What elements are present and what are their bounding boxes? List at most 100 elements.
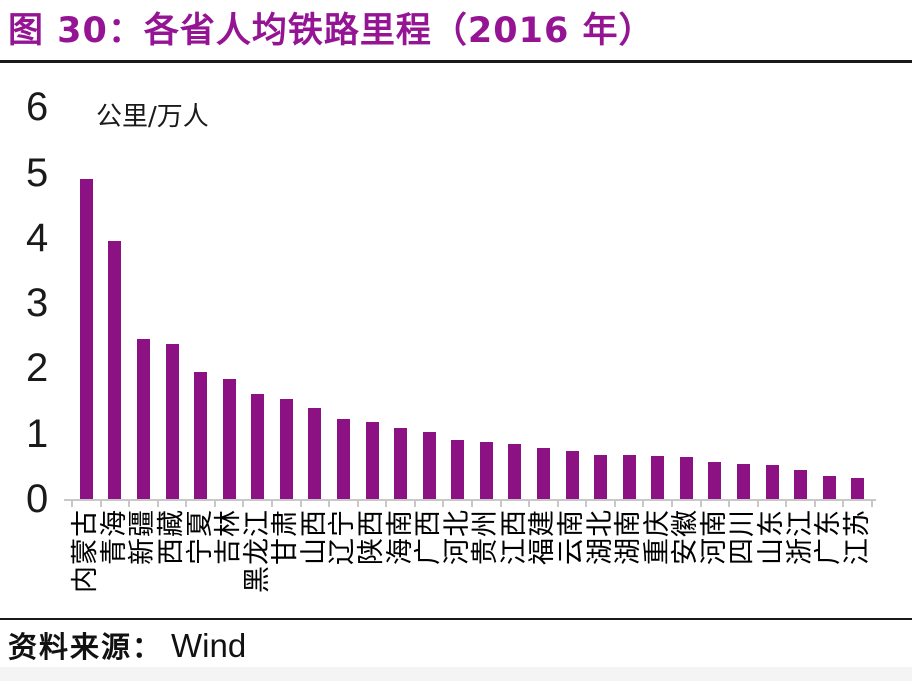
x-axis-label: 广东	[813, 509, 845, 565]
x-axis-label: 江苏	[841, 509, 873, 565]
bar	[251, 393, 265, 499]
x-axis-tick	[785, 501, 788, 507]
x-axis-tick	[156, 501, 159, 507]
x-axis-tick	[271, 501, 273, 507]
source-note: 资料来源： Wind	[8, 624, 246, 666]
x-axis-tick	[556, 501, 559, 507]
x-axis-label: 河南	[698, 509, 730, 565]
x-axis-tick	[813, 501, 816, 507]
bar	[536, 448, 550, 499]
bar	[222, 378, 236, 499]
x-axis-tick	[871, 501, 873, 507]
x-axis-tick	[413, 501, 416, 507]
bar	[708, 461, 722, 499]
x-axis-tick	[528, 501, 531, 507]
x-axis-label: 辽宁	[327, 509, 359, 565]
bar	[794, 470, 808, 499]
y-axis-tick-label: 4	[26, 215, 49, 260]
source-label: 资料来源：	[8, 632, 164, 664]
figure-title: 图 30：各省人均铁路里程（2016 年）	[8, 11, 655, 51]
x-axis-tick	[185, 501, 188, 507]
x-axis-tick	[699, 501, 702, 507]
page-bottom-band	[0, 667, 912, 681]
x-axis-label: 黑龙江	[241, 509, 273, 593]
bar	[365, 421, 379, 499]
x-axis-line	[64, 499, 876, 501]
bar	[679, 457, 693, 499]
x-axis-tick	[842, 501, 845, 507]
x-axis-tick	[671, 501, 673, 507]
x-axis-label: 贵州	[470, 509, 502, 565]
y-axis-unit-label: 公里/万人	[96, 102, 209, 132]
x-axis-label: 青海	[98, 509, 130, 565]
bar	[508, 444, 522, 499]
x-axis-tick	[499, 501, 502, 507]
x-axis-tick	[128, 501, 131, 507]
x-axis-tick	[385, 501, 388, 507]
bar	[394, 427, 408, 499]
x-axis-label: 湖南	[613, 509, 645, 565]
x-axis-tick	[299, 501, 302, 507]
x-axis-label: 四川	[727, 509, 759, 565]
x-axis-tick	[99, 501, 102, 507]
title-divider	[0, 60, 912, 63]
bar	[308, 407, 322, 499]
x-axis-label: 陕西	[356, 509, 387, 565]
source-divider	[0, 618, 912, 620]
x-axis-label: 海南	[384, 509, 416, 565]
x-axis-label: 河北	[441, 509, 473, 565]
bar	[108, 241, 122, 499]
bar	[136, 339, 150, 499]
source-value: Wind	[171, 627, 247, 664]
bar	[279, 399, 293, 499]
x-axis-tick	[728, 501, 731, 507]
x-axis-tick	[328, 501, 331, 507]
x-axis-tick	[642, 501, 645, 507]
x-axis-label: 云南	[556, 509, 587, 565]
x-axis-tick	[356, 501, 359, 507]
bar	[565, 451, 579, 499]
x-axis-label: 山西	[298, 509, 330, 565]
bar	[79, 179, 93, 499]
x-axis-label: 甘肃	[270, 509, 302, 565]
x-axis-label: 内蒙古	[70, 509, 102, 593]
x-axis-label: 湖北	[584, 509, 616, 565]
y-axis-tick-label: 6	[26, 85, 49, 130]
x-axis-label: 重庆	[641, 509, 673, 565]
x-axis-tick	[585, 501, 588, 507]
bar	[422, 432, 436, 499]
x-axis-label: 宁夏	[184, 509, 216, 565]
x-axis-label: 山东	[756, 509, 787, 565]
x-axis-tick	[242, 501, 245, 507]
bar	[594, 454, 608, 499]
x-axis-tick	[213, 501, 216, 507]
bar	[194, 372, 208, 499]
bar	[451, 440, 465, 499]
x-axis-tick	[471, 501, 473, 507]
bar	[479, 441, 493, 499]
y-axis-tick-label: 2	[26, 346, 49, 391]
y-axis-tick-label: 3	[26, 281, 49, 326]
x-axis-label: 江西	[498, 509, 530, 565]
bar	[822, 476, 836, 499]
bar	[336, 418, 350, 499]
x-axis-label: 安徽	[670, 509, 702, 565]
x-axis-tick	[442, 501, 445, 507]
bar	[622, 455, 636, 499]
x-axis-label: 广西	[413, 509, 445, 565]
x-axis-label: 福建	[527, 509, 559, 565]
y-axis-tick-label: 5	[26, 150, 49, 195]
x-axis-tick	[613, 501, 616, 507]
y-axis-tick-label: 1	[26, 411, 49, 456]
x-axis-label: 西藏	[156, 509, 187, 565]
x-axis-label: 浙江	[784, 509, 816, 565]
bar	[651, 455, 665, 499]
bar	[736, 464, 750, 499]
x-axis-label: 新疆	[127, 509, 159, 565]
bar	[851, 478, 865, 499]
x-axis-tick	[71, 501, 73, 507]
bar	[765, 465, 779, 499]
x-axis-tick	[756, 501, 759, 507]
y-axis-tick-label: 0	[26, 477, 49, 521]
